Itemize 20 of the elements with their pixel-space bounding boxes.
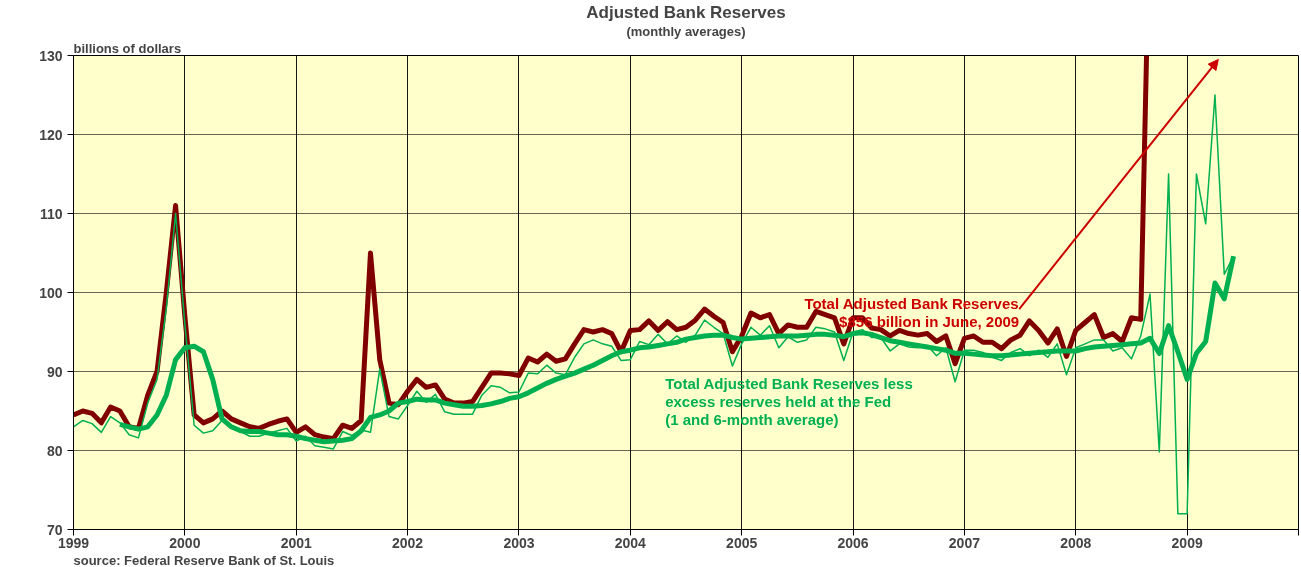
x-tick-label: 2008	[1060, 534, 1092, 551]
x-tick-label: 2003	[503, 534, 535, 551]
y-tick-label: 90	[46, 363, 63, 380]
y-axis-title: billions of dollars	[73, 40, 182, 56]
x-tick-label: 2004	[614, 534, 647, 551]
x-tick-label: 2000	[169, 534, 201, 551]
x-tick-label: 2005	[726, 534, 758, 551]
y-tick-label: 130	[39, 47, 63, 64]
y-tick-label: 120	[39, 126, 63, 143]
x-tick-label: 2001	[280, 534, 313, 551]
y-tick-label: 110	[39, 205, 63, 222]
x-tick-label: 2006	[837, 534, 869, 551]
chart-subtitle: (monthly averages)	[626, 23, 746, 39]
x-tick-label: 2002	[392, 534, 424, 551]
x-tick-label: 2007	[948, 534, 981, 551]
chart-title: Adjusted Bank Reserves	[586, 2, 786, 22]
x-tick-label: 2009	[1171, 534, 1203, 551]
y-tick-label: 80	[46, 442, 63, 459]
source-note: source: Federal Reserve Bank of St. Louis	[73, 552, 335, 567]
y-tick-label: 100	[39, 284, 63, 301]
